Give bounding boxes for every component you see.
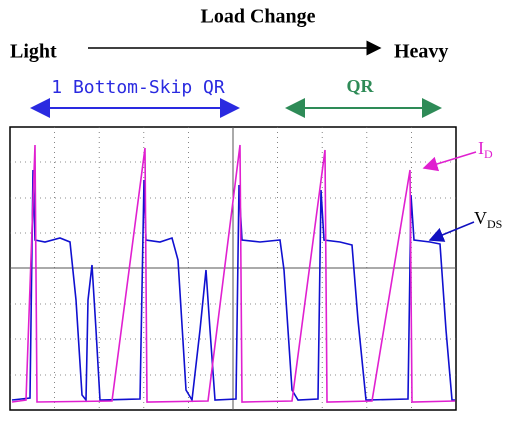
- title: Load Change: [200, 6, 315, 28]
- right-label: Heavy: [394, 41, 448, 63]
- mode-label: QR: [347, 76, 375, 96]
- signal-symbol: V: [474, 208, 487, 228]
- signal-subscript: D: [484, 147, 493, 161]
- figure: Load Change Light Heavy 1 Bottom-Skip QR…: [0, 0, 518, 423]
- signal-label: ID: [478, 138, 493, 161]
- mode-label: 1 Bottom-Skip QR: [51, 77, 225, 98]
- left-label: Light: [10, 41, 57, 63]
- signal-label: VDS: [474, 208, 502, 231]
- signal-subscript: DS: [487, 217, 502, 231]
